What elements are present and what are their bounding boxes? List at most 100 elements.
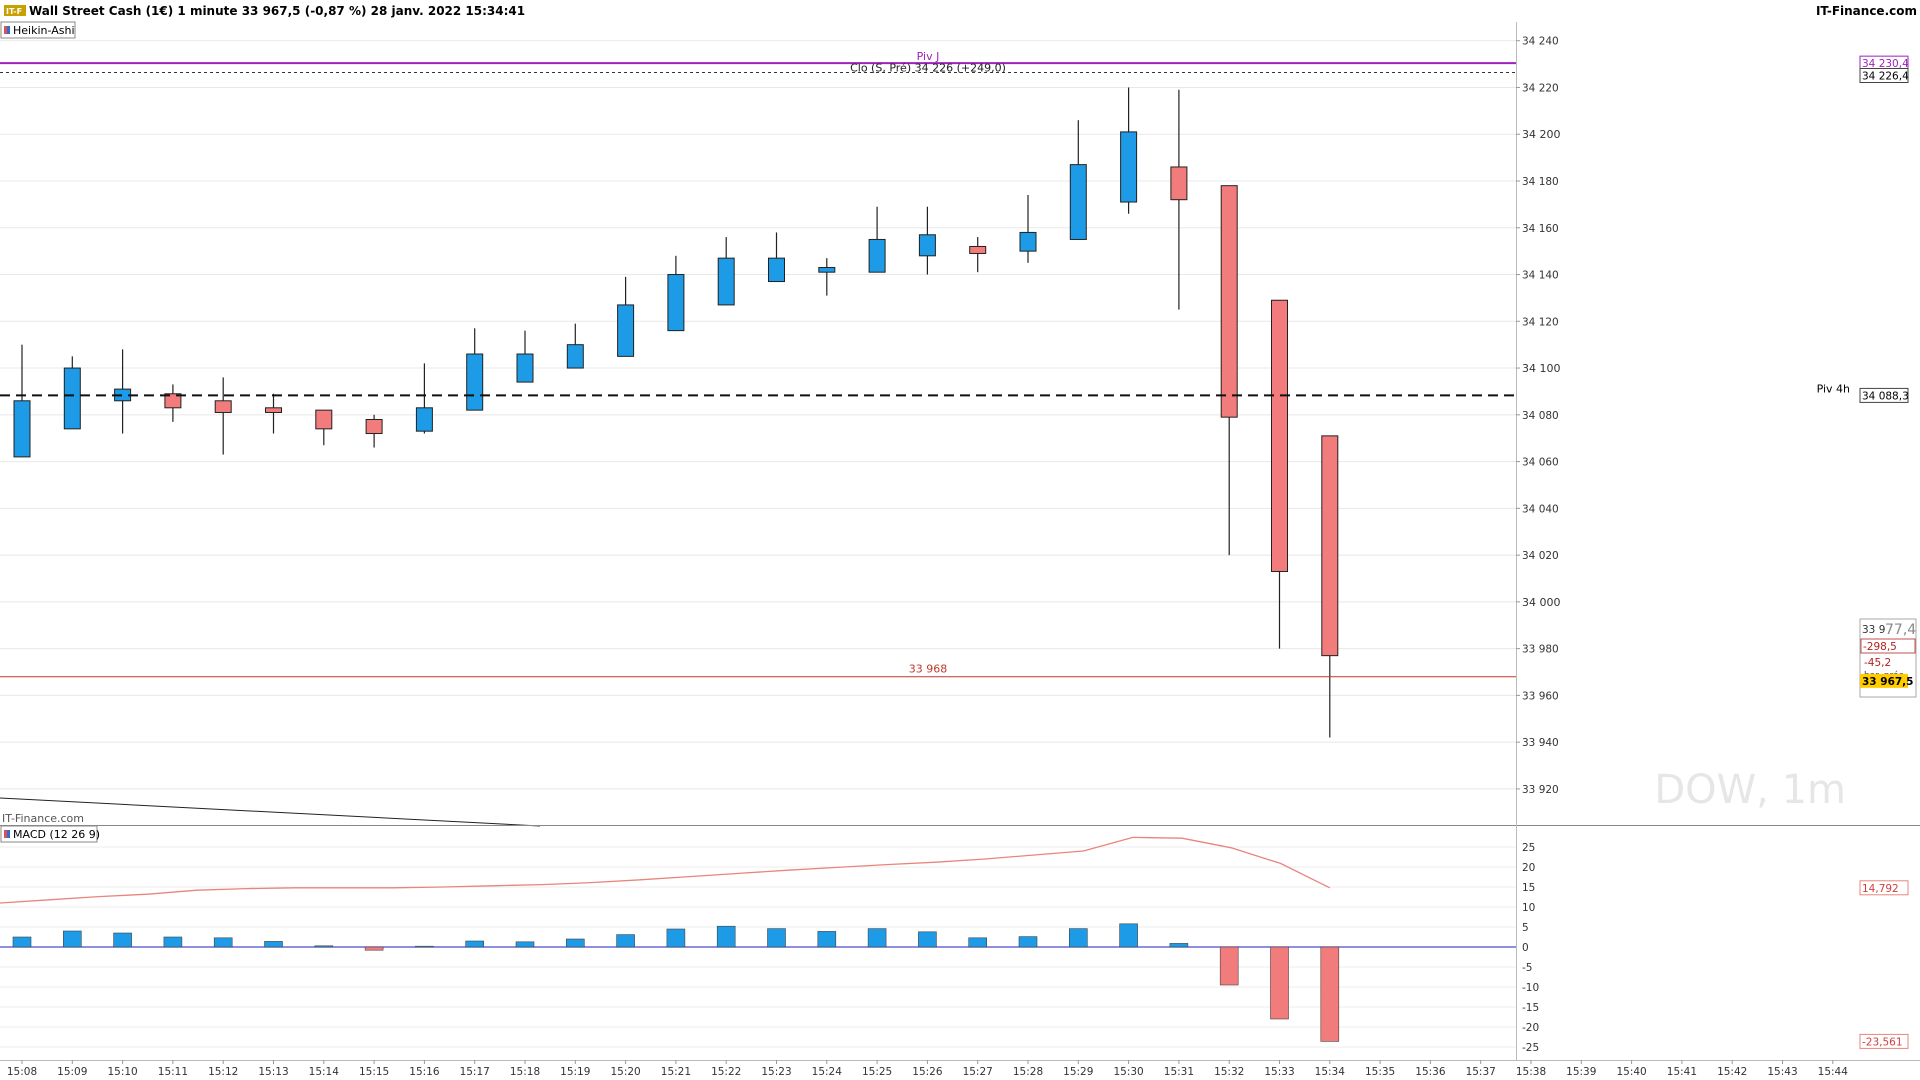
x-tick-label: 15:25	[862, 1066, 892, 1078]
candle	[466, 328, 484, 411]
y-tick-label: 34 020	[1522, 550, 1559, 562]
x-tick-label: 15:30	[1113, 1066, 1143, 1078]
macd-bar	[1069, 928, 1088, 948]
macd-tick-label: 0	[1522, 942, 1529, 954]
candle	[1120, 87, 1138, 214]
y-tick-label: 34 220	[1522, 82, 1559, 94]
x-tick-label: 15:42	[1717, 1066, 1747, 1078]
candle-body	[868, 238, 886, 273]
x-tick-label: 15:36	[1415, 1066, 1446, 1078]
macd-bar	[918, 931, 937, 948]
x-tick-label: 15:15	[359, 1066, 389, 1078]
x-tick-label: 15:22	[711, 1066, 741, 1078]
candle-body	[768, 257, 785, 283]
clo-value: 34 226,4	[1862, 71, 1909, 83]
candle-body	[1220, 185, 1238, 418]
clo-label: Clo (S, Pré) 34 226 (+249,0)	[850, 62, 1006, 75]
y-tick-label: 34 040	[1522, 503, 1559, 515]
macd-axis: -25 -20 -15 -10 -5 0 5 10 15 20 25	[1522, 842, 1539, 1054]
x-tick-label: 15:09	[57, 1066, 87, 1078]
candle-body	[566, 344, 584, 369]
logo-icon	[4, 5, 26, 16]
macd-histogram	[12, 923, 1340, 1042]
candle-body	[717, 257, 735, 306]
macd-tick-label: -25	[1522, 1042, 1539, 1054]
y-tick-label: 33 920	[1522, 784, 1559, 796]
macd-bar	[1219, 946, 1239, 986]
candle-body	[214, 400, 232, 413]
y-tick-label: 34 100	[1522, 362, 1561, 375]
chart-type-selector[interactable]: Heikin-Ashi	[0, 21, 76, 39]
candle	[868, 206, 886, 273]
symbol-watermark: DOW, 1m	[1654, 767, 1846, 813]
candle	[667, 255, 685, 332]
macd-signal-value: 14,792	[1862, 883, 1899, 895]
macd-bar	[1119, 923, 1138, 948]
y-tick-label: 33 980	[1522, 644, 1559, 656]
price-axis: 33 920 33 940 33 960 33 980 34 000 34 020 34 0…	[1516, 36, 1561, 796]
macd-bar	[565, 938, 585, 948]
candle	[1019, 195, 1037, 263]
candle	[114, 349, 132, 434]
candle-body	[315, 409, 333, 430]
x-tick-label: 15:26	[912, 1066, 943, 1078]
macd-bar	[465, 940, 485, 948]
macd-bar	[817, 931, 837, 948]
macd-bar	[163, 936, 183, 948]
macd-grid	[0, 846, 1516, 1048]
candle-body	[969, 245, 987, 254]
macd-tick-label: 15	[1522, 882, 1535, 894]
price-box-change: -298,5	[1863, 641, 1897, 653]
candle-body	[466, 353, 484, 411]
last-price-value: 33 967,5	[1862, 676, 1913, 688]
candle	[969, 237, 987, 273]
piv4h-value: 34 088,3	[1862, 390, 1909, 402]
y-tick-label: 34 180	[1522, 176, 1559, 188]
candle	[1321, 435, 1339, 738]
x-tick-label: 15:38	[1516, 1066, 1546, 1078]
macd-bar	[1169, 943, 1189, 948]
macd-tick-label: -20	[1522, 1022, 1539, 1034]
candle-body	[617, 304, 635, 357]
x-tick-label: 15:20	[610, 1066, 640, 1078]
y-tick-label: 34 200	[1522, 128, 1561, 141]
macd-bar	[113, 932, 132, 948]
macd-bar	[666, 928, 686, 948]
trend-line	[0, 797, 541, 827]
y-tick-label: 34 160	[1522, 223, 1559, 235]
piv4h-tag: 34 088,3	[1859, 387, 1909, 403]
candle	[214, 377, 232, 455]
macd-tick-label: 20	[1522, 862, 1535, 874]
macd-signal-tag: 14,792	[1859, 880, 1909, 896]
macd-bar	[1018, 936, 1038, 948]
candle-body	[63, 367, 81, 430]
candle-body	[164, 393, 182, 409]
y-tick-label: 33 940	[1522, 737, 1559, 749]
candle	[315, 409, 333, 446]
x-tick-label: 15:11	[158, 1066, 188, 1078]
x-tick-label: 15:29	[1063, 1066, 1093, 1078]
macd-tick-label: -10	[1522, 982, 1539, 994]
y-tick-label: 34 060	[1522, 457, 1559, 469]
candle-body	[13, 400, 31, 458]
clo-tag: 34 226,4	[1859, 68, 1909, 84]
level-33968-label: 33 968	[909, 663, 948, 676]
brand-label: IT-Finance.com	[1816, 4, 1917, 18]
last-price-tag: 33 967,5	[1860, 673, 1913, 688]
candles-layer	[0, 87, 1516, 738]
candle	[365, 414, 383, 448]
macd-tick-label: -5	[1522, 962, 1532, 974]
x-tick-label: 15:12	[208, 1066, 238, 1078]
candle	[13, 344, 31, 458]
macd-label-box[interactable]: MACD (12 26 9)	[0, 825, 100, 843]
x-tick-label: 15:41	[1667, 1066, 1697, 1078]
macd-bar	[264, 941, 283, 948]
candle	[1220, 185, 1238, 556]
x-tick-label: 15:40	[1616, 1066, 1646, 1078]
candle	[265, 393, 282, 434]
chart-type-label: Heikin-Ashi	[13, 24, 75, 37]
x-tick-label: 15:32	[1214, 1066, 1244, 1078]
macd-bar	[515, 941, 535, 948]
x-tick-label: 15:24	[812, 1066, 843, 1078]
